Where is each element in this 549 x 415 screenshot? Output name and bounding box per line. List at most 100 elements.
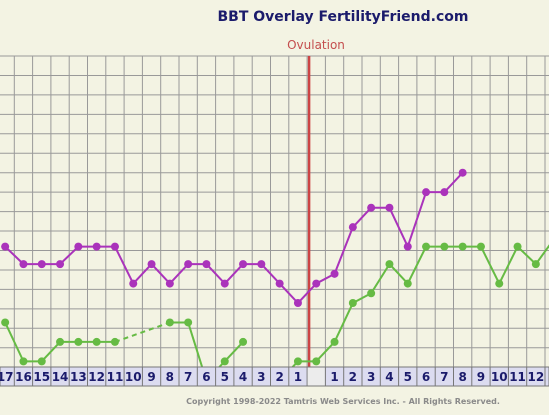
series-0-point [458, 168, 467, 177]
series-layer [1, 168, 549, 385]
x-tick-label: 12 [88, 370, 105, 384]
series-0-segment [352, 207, 372, 228]
series-1-point [458, 242, 467, 251]
series-0-point [202, 260, 211, 269]
series-0-point [239, 260, 248, 269]
series-0-point [110, 242, 119, 251]
series-0-point [56, 260, 65, 269]
x-tick-label: 13 [70, 370, 87, 384]
x-tick-label: 9 [477, 370, 485, 384]
series-1-segment [406, 246, 427, 285]
series-1-point [495, 279, 504, 288]
x-tick-label: 4 [385, 370, 393, 384]
series-1-point [312, 357, 321, 366]
series-1-point [440, 242, 449, 251]
x-tick-label: 10 [125, 370, 142, 384]
series-1-segment [498, 246, 519, 285]
series-0-segment [132, 263, 153, 285]
series-1-segment [516, 245, 537, 265]
x-tick-label: 3 [367, 370, 375, 384]
copyright-notice: Copyright 1998-2022 Tamtris Web Services… [186, 397, 500, 406]
series-1-point [367, 289, 376, 298]
x-tick-label: 9 [147, 370, 155, 384]
series-0-point [348, 223, 357, 232]
series-1-segment [480, 246, 501, 285]
series-1-segment [4, 322, 25, 362]
x-tick-label: 7 [440, 370, 448, 384]
x-tick-label: 11 [509, 370, 526, 384]
series-0-segment [333, 226, 354, 275]
series-0-point [37, 260, 46, 269]
series-1-point [348, 299, 357, 308]
series-1-point [1, 318, 10, 327]
series-0-segment [114, 246, 135, 285]
x-tick-label: 8 [458, 370, 466, 384]
x-axis-strip [0, 366, 549, 387]
series-0-point [257, 260, 266, 269]
series-1-segment [315, 341, 336, 363]
series-1-point [92, 337, 101, 346]
series-0-point [385, 203, 394, 212]
series-1-point [110, 337, 119, 346]
x-tick-label: 6 [422, 370, 430, 384]
ovulation-label: Ovulation [287, 38, 345, 52]
x-tick-label: 12 [527, 370, 544, 384]
series-1-point [220, 357, 229, 366]
series-1-point [293, 357, 302, 366]
series-1-point [531, 260, 540, 269]
x-tick-label: 14 [52, 370, 69, 384]
series-1-segment [41, 341, 61, 363]
x-tick-label: 11 [107, 370, 124, 384]
series-0-segment [169, 263, 189, 285]
series-0-point [92, 242, 101, 251]
series-0-point [330, 269, 339, 278]
series-1-point [239, 337, 248, 346]
series-0-point [147, 260, 156, 269]
series-1-point [74, 337, 83, 346]
series-0-point [220, 279, 229, 288]
series-1-point [184, 318, 193, 327]
series-1-segment [224, 341, 244, 363]
series-0-segment [224, 263, 244, 285]
series-0-segment [443, 172, 464, 193]
series-0-point [403, 242, 412, 251]
x-tick-label: 1 [330, 370, 338, 384]
x-tick-label: 16 [15, 370, 32, 384]
series-1-point [513, 242, 522, 251]
series-0-point [293, 299, 302, 308]
x-tick-label: 3 [257, 370, 265, 384]
series-1-point [422, 242, 431, 251]
series-1-segment [370, 263, 391, 294]
series-0-point [19, 260, 28, 269]
series-1-point [385, 260, 394, 269]
series-0-point [1, 242, 10, 251]
x-tick-label: 10 [491, 370, 508, 384]
series-0-point [422, 188, 431, 197]
x-tick-label: 1 [294, 370, 302, 384]
x-tick-label: 4 [239, 370, 247, 384]
chart-title: BBT Overlay FertilityFriend.com [218, 9, 469, 25]
series-0-segment [278, 282, 299, 304]
series-0-point [440, 188, 449, 197]
series-1-point [403, 279, 412, 288]
series-0-segment [150, 263, 171, 285]
series-0-segment [260, 263, 281, 285]
series-0-point [275, 279, 284, 288]
series-0-point [129, 279, 138, 288]
series-0-point [312, 279, 321, 288]
series-0-segment [59, 245, 80, 265]
series-1-point [56, 337, 65, 346]
series-1-point [165, 318, 174, 327]
series-1-dashed-segment [114, 321, 171, 343]
series-1-point [19, 357, 28, 366]
series-0-point [367, 203, 376, 212]
series-0-segment [388, 207, 409, 248]
series-1-segment [535, 244, 549, 265]
x-tick-label: 7 [184, 370, 192, 384]
series-0-point [74, 242, 83, 251]
series-0-segment [205, 263, 226, 285]
series-0-point [165, 279, 174, 288]
series-0-segment [297, 282, 317, 304]
